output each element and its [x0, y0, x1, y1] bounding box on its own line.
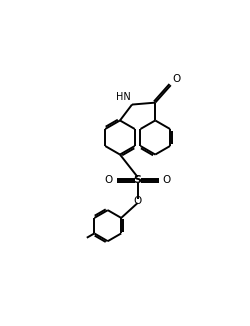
Text: O: O — [134, 196, 142, 206]
Text: S: S — [134, 175, 141, 185]
Text: O: O — [104, 175, 112, 185]
Text: O: O — [162, 175, 171, 185]
Text: O: O — [172, 74, 180, 84]
Text: HN: HN — [116, 92, 131, 102]
